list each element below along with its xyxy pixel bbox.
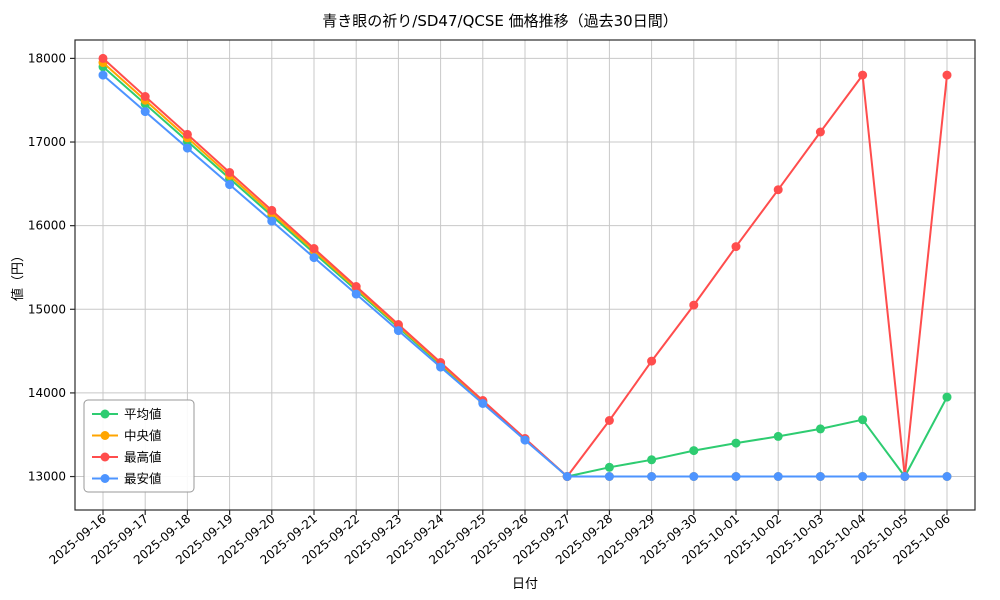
- data-point: [140, 107, 150, 117]
- legend-marker: [100, 431, 110, 440]
- grid-lines: [75, 40, 975, 510]
- data-point: [815, 424, 825, 434]
- data-point: [267, 216, 277, 226]
- data-point: [182, 129, 192, 139]
- x-axis-label: 日付: [512, 577, 538, 592]
- legend-item-label: 中央値: [124, 428, 162, 443]
- data-point: [689, 300, 699, 310]
- data-point: [351, 289, 361, 299]
- legend-item-label: 平均値: [124, 407, 162, 422]
- data-point: [900, 472, 910, 481]
- legend-item-label: 最高値: [124, 450, 162, 465]
- data-point: [225, 180, 235, 190]
- data-point: [562, 472, 572, 481]
- y-axis-ticks: 13000 14000 15000 16000 17000 18000: [28, 51, 75, 484]
- data-point: [773, 185, 783, 195]
- data-point: [942, 392, 952, 402]
- data-point: [942, 472, 952, 481]
- y-tick-label: 18000: [28, 51, 66, 65]
- data-point: [731, 242, 741, 252]
- data-point: [436, 362, 446, 372]
- data-point: [942, 70, 952, 80]
- data-point: [98, 53, 108, 63]
- data-point: [309, 244, 319, 253]
- y-tick-label: 16000: [28, 219, 66, 233]
- data-point: [604, 462, 614, 472]
- data-point: [858, 415, 868, 425]
- legend-marker: [100, 452, 110, 462]
- legend-marker: [100, 409, 110, 419]
- data-point: [140, 92, 150, 101]
- data-point: [604, 472, 614, 481]
- data-point: [98, 70, 108, 80]
- data-point: [773, 472, 783, 481]
- data-point: [858, 472, 868, 481]
- data-point: [815, 127, 825, 137]
- y-tick-label: 15000: [28, 302, 66, 316]
- data-point: [731, 472, 741, 481]
- data-point: [393, 326, 403, 336]
- data-point: [773, 431, 783, 441]
- data-point: [647, 472, 657, 481]
- data-point: [689, 472, 699, 481]
- legend-marker: [100, 474, 110, 483]
- data-point: [520, 435, 530, 445]
- data-point: [309, 253, 319, 263]
- data-point: [478, 399, 488, 408]
- data-point: [267, 205, 277, 215]
- data-point: [689, 446, 699, 456]
- data-point: [647, 356, 657, 366]
- data-point: [858, 70, 868, 80]
- y-axis-label: 値（円）: [10, 249, 26, 301]
- chart-series: [98, 53, 952, 481]
- y-tick-label: 13000: [28, 470, 66, 484]
- legend-box: [83, 399, 195, 493]
- y-tick-label: 14000: [28, 386, 66, 400]
- legend-item-label: 最安値: [124, 471, 162, 486]
- data-point: [225, 168, 235, 177]
- data-point: [815, 472, 825, 481]
- data-point: [351, 282, 361, 291]
- data-point: [604, 416, 614, 425]
- data-point: [731, 438, 741, 448]
- x-axis-ticks: 2025-09-162025-09-172025-09-182025-09-19…: [46, 510, 953, 567]
- data-point: [182, 143, 192, 153]
- data-point: [647, 455, 657, 465]
- chart-title: 青き眼の祈り/SD47/QCSE 価格推移（過去30日間）: [322, 12, 677, 30]
- y-tick-label: 17000: [28, 135, 66, 149]
